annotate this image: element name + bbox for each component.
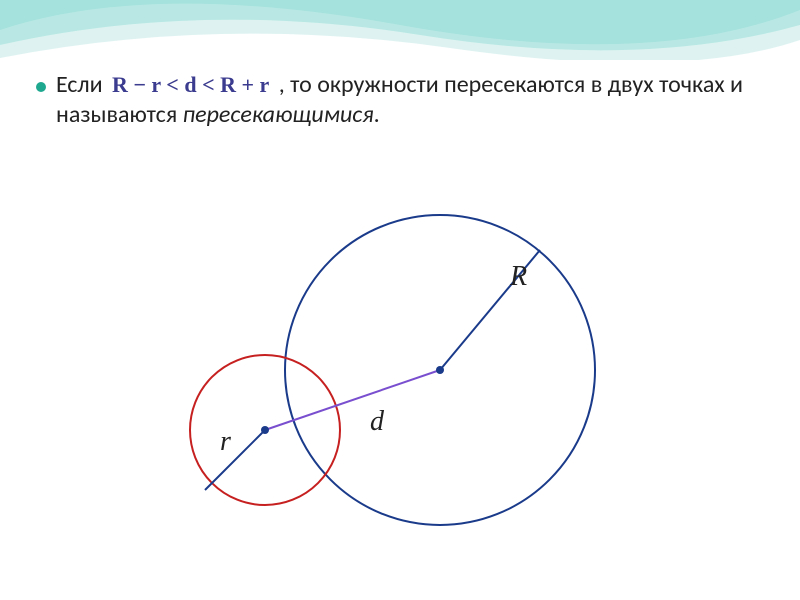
- center-dot-0: [261, 426, 269, 434]
- circles-diagram: Rr d: [170, 190, 615, 570]
- label-d: d: [370, 406, 385, 437]
- text-prefix: Если: [56, 70, 108, 99]
- center-dot-1: [436, 366, 444, 374]
- slide: Если R − r < d < R + r , то окружности п…: [0, 0, 800, 600]
- bullet-line: Если R − r < d < R + r , то окружности п…: [36, 70, 764, 130]
- text-suffix: .: [374, 100, 380, 129]
- formula-inequality: R − r < d < R + r: [108, 72, 273, 97]
- diagram-svg: Rr d: [170, 190, 615, 570]
- label-r: r: [220, 426, 231, 457]
- text-italic-word: пересекающимися: [183, 100, 374, 129]
- bullet-dot-icon: [36, 82, 46, 92]
- content-area: Если R − r < d < R + r , то окружности п…: [36, 70, 764, 130]
- label-R: R: [509, 261, 527, 292]
- text-block: Если R − r < d < R + r , то окружности п…: [56, 70, 764, 130]
- top-wave-decoration: [0, 0, 800, 60]
